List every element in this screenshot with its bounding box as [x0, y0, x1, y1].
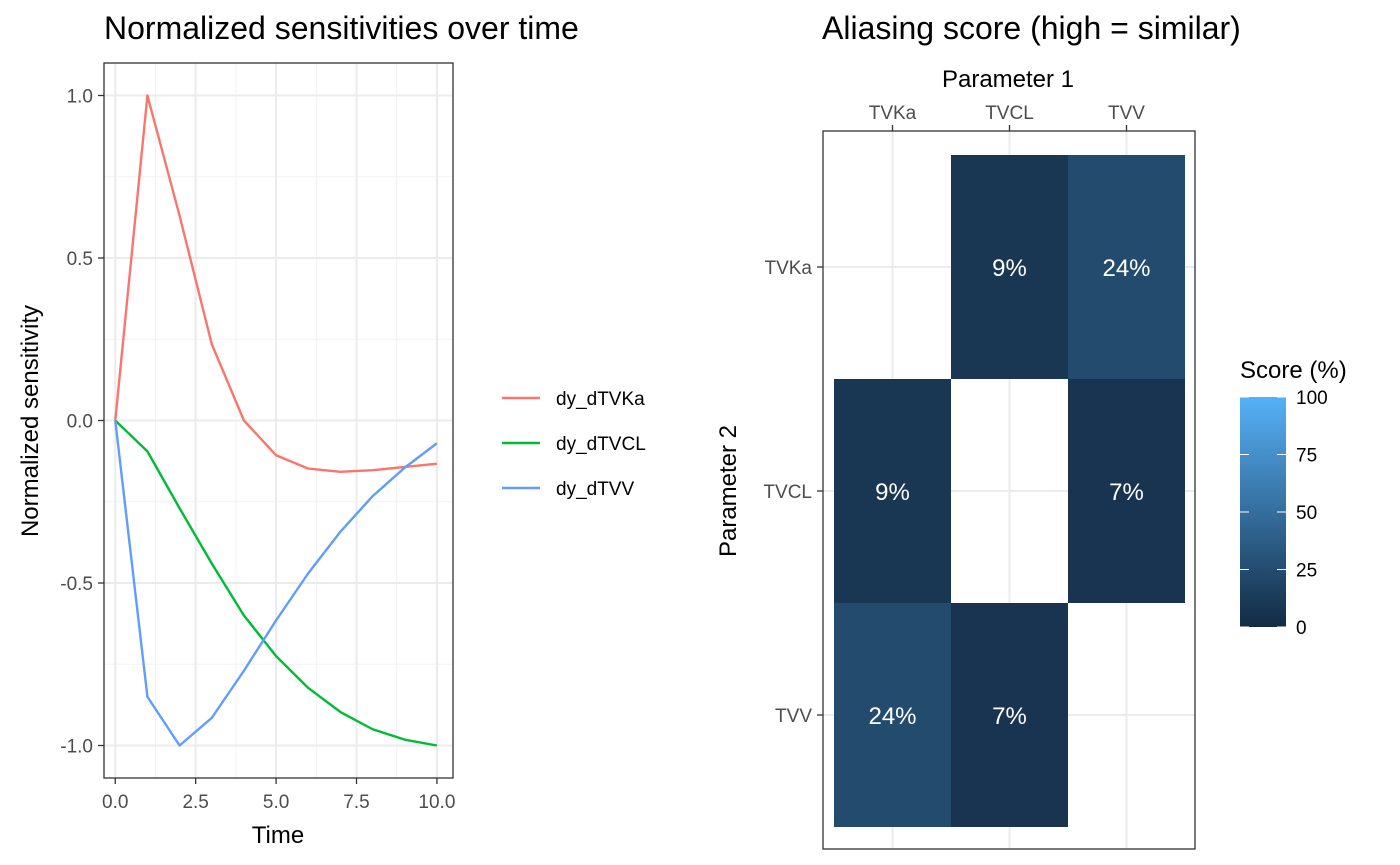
- series-line-dy_dTVV: [114, 420, 438, 747]
- heatmap-cell-label: 7%: [992, 703, 1027, 730]
- line-chart-y-title: Normalized sensitivity: [17, 305, 44, 537]
- y-tick-label: 1.0: [67, 87, 93, 108]
- heatmap-cells: 9% 24% 9% 7% 24% 7%: [834, 155, 1185, 827]
- y-tick-label: TVV: [775, 706, 812, 727]
- x-tick-label: TVKa: [869, 103, 917, 124]
- y-tick-label: TVKa: [764, 258, 812, 279]
- x-tick-label: TVCL: [985, 103, 1034, 124]
- x-tick-label: 5.0: [263, 792, 289, 813]
- colorbar-tick-label: 75: [1296, 446, 1317, 467]
- heatmap-cell-TVCL-TVV: [951, 603, 1068, 827]
- y-tick-label: -0.5: [60, 574, 93, 595]
- heatmap-cell-label: 9%: [992, 255, 1027, 282]
- colorbar-tick-label: 100: [1296, 388, 1328, 409]
- x-tick-label: 10.0: [418, 792, 455, 813]
- heatmap-y-title: Parameter 2: [715, 425, 742, 557]
- colorbar-title: Score (%): [1240, 357, 1347, 384]
- line-chart-series: [114, 94, 438, 747]
- heatmap-cell-TVKa-TVV: [834, 603, 951, 827]
- heatmap-cell-label: 24%: [868, 703, 916, 730]
- heatmap-cell-TVV-TVKa: [1068, 155, 1185, 379]
- legend-label-dy_dTVCL: dy_dTVCL: [556, 434, 646, 455]
- colorbar-tick-label: 50: [1296, 503, 1317, 524]
- y-tick-label: -1.0: [60, 737, 93, 758]
- heatmap-cell-label: 9%: [875, 479, 910, 506]
- x-tick-label: 7.5: [343, 792, 369, 813]
- legend-label-dy_dTVKa: dy_dTVKa: [556, 389, 645, 410]
- heatmap-legend: Score (%) 0 25 50 75 100: [1240, 357, 1347, 639]
- heatmap-cell-TVKa-TVCL: [834, 379, 951, 603]
- heatmap-x-title: Parameter 1: [942, 66, 1074, 93]
- line-chart-x-title: Time: [252, 822, 304, 849]
- x-tick-label: 2.5: [182, 792, 208, 813]
- y-tick-label: 0.5: [67, 249, 93, 270]
- y-tick-label: 0.0: [67, 412, 93, 433]
- heatmap-cell-TVCL-TVKa: [951, 155, 1068, 379]
- heatmap-cell-label: 7%: [1109, 479, 1144, 506]
- x-tick-label: 0.0: [102, 792, 128, 813]
- line-chart-y-axis: -1.0 -0.5 0.0 0.5 1.0: [60, 87, 104, 758]
- line-chart-title: Normalized sensitivities over time: [104, 10, 579, 46]
- heatmap-title: Aliasing score (high = similar): [822, 10, 1241, 46]
- colorbar-tick-label: 0: [1296, 618, 1307, 639]
- line-chart-x-axis: 0.0 2.5 5.0 7.5 10.0: [102, 778, 455, 813]
- x-tick-label: TVV: [1108, 103, 1145, 124]
- heatmap-cell-TVV-TVCL: [1068, 379, 1185, 603]
- series-line-dy_dTVKa: [114, 94, 438, 474]
- line-chart-major-grid: [104, 63, 453, 778]
- heatmap-x-axis: TVKa TVCL TVV: [869, 103, 1145, 131]
- legend-label-dy_dTVV: dy_dTVV: [556, 479, 634, 500]
- series-line-dy_dTVCL: [114, 419, 438, 747]
- heatmap-y-axis: TVKa TVCL TVV: [763, 258, 823, 727]
- line-chart-legend: dy_dTVKa dy_dTVCL dy_dTVV: [502, 389, 646, 500]
- colorbar-tick-label: 25: [1296, 561, 1317, 582]
- heatmap-cell-label: 24%: [1102, 255, 1150, 282]
- y-tick-label: TVCL: [763, 482, 812, 503]
